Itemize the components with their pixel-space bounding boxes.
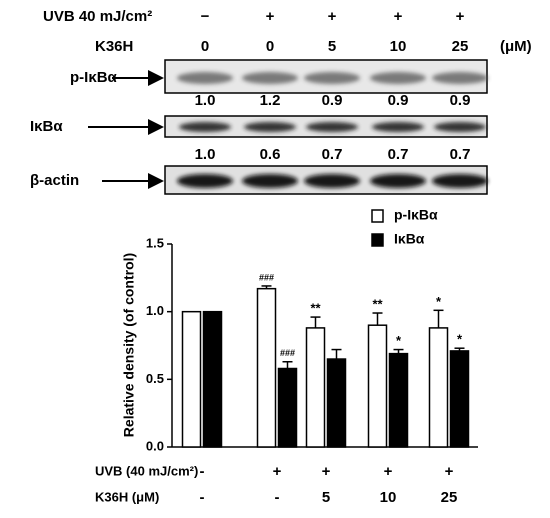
band [304, 72, 360, 84]
bar [428, 327, 449, 448]
significance: * [436, 294, 442, 309]
band [244, 122, 296, 132]
error-bar [433, 309, 444, 328]
significance: ### [259, 272, 274, 282]
x-tick-label: 5 [322, 489, 330, 506]
bar [326, 358, 347, 448]
unit: (μM) [500, 38, 532, 55]
treatment-value: − [201, 8, 210, 25]
band-ratio: 0.9 [450, 92, 471, 109]
x-row-label: UVB (40 mJ/cm²) [95, 463, 198, 478]
treatment-value: + [394, 8, 403, 25]
band [372, 122, 424, 132]
legend-label: IκBα [394, 231, 425, 247]
significance: ### [280, 348, 295, 358]
band-ratio: 0.7 [322, 146, 343, 163]
band-ratio: 0.7 [450, 146, 471, 163]
band [370, 72, 426, 84]
treatment-label: UVB 40 mJ/cm² [43, 8, 152, 25]
band [432, 174, 488, 188]
significance: * [457, 332, 463, 347]
x-tick-label: + [445, 463, 454, 480]
band-ratio: 0.7 [388, 146, 409, 163]
bar [202, 310, 223, 448]
band [306, 122, 358, 132]
bar [277, 367, 298, 448]
band [242, 72, 298, 84]
bar [181, 310, 202, 448]
significance: ** [372, 296, 383, 311]
treatment-value: 25 [452, 38, 469, 55]
y-tick-label: 1.0 [146, 303, 164, 318]
treatment-value: + [456, 8, 465, 25]
significance: * [396, 333, 402, 348]
x-tick-label: + [384, 463, 393, 480]
band [370, 174, 426, 188]
significance: ** [310, 301, 321, 316]
band [177, 72, 233, 84]
band [434, 122, 486, 132]
x-tick-label: 10 [380, 489, 397, 506]
y-tick-label: 1.5 [146, 235, 164, 250]
treatment-value: + [266, 8, 275, 25]
error-bar [282, 360, 293, 369]
legend-swatch [371, 233, 384, 247]
band-label: β-actin [30, 172, 79, 189]
x-tick-label: + [322, 463, 331, 480]
band-ratio: 1.0 [195, 92, 216, 109]
band-label: p-IκBα [70, 69, 118, 86]
legend-swatch [371, 209, 384, 223]
error-bar [310, 316, 321, 328]
x-tick-label: - [200, 489, 205, 506]
band-label: IκBα [30, 118, 63, 135]
band [304, 174, 360, 188]
treatment-value: + [328, 8, 337, 25]
treatment-value: 5 [328, 38, 336, 55]
legend-label: p-IκBα [394, 207, 438, 223]
error-bar [331, 348, 342, 360]
x-tick-label: - [200, 463, 205, 480]
band-ratio: 0.9 [322, 92, 343, 109]
treatment-value: 0 [266, 38, 274, 55]
y-tick-label: 0.5 [146, 371, 164, 386]
bar [449, 350, 470, 448]
bar [305, 327, 326, 448]
x-tick-label: + [273, 463, 282, 480]
bar [256, 287, 277, 448]
y-axis-label: Relative density (of control) [121, 253, 137, 437]
x-row-label: K36H (μM) [95, 489, 159, 504]
band [177, 174, 233, 188]
band [179, 122, 231, 132]
bar [367, 324, 388, 448]
y-tick-label: 0.0 [146, 438, 164, 453]
x-tick-label: - [275, 489, 280, 506]
band-ratio: 0.9 [388, 92, 409, 109]
band [432, 72, 488, 84]
band-ratio: 0.6 [260, 146, 281, 163]
band [242, 174, 298, 188]
treatment-value: 0 [201, 38, 209, 55]
treatment-value: 10 [390, 38, 407, 55]
x-tick-label: 25 [441, 489, 458, 506]
error-bar [372, 312, 383, 326]
bar [388, 352, 409, 448]
band-ratio: 1.0 [195, 146, 216, 163]
band-ratio: 1.2 [260, 92, 281, 109]
treatment-label: K36H [95, 38, 133, 55]
